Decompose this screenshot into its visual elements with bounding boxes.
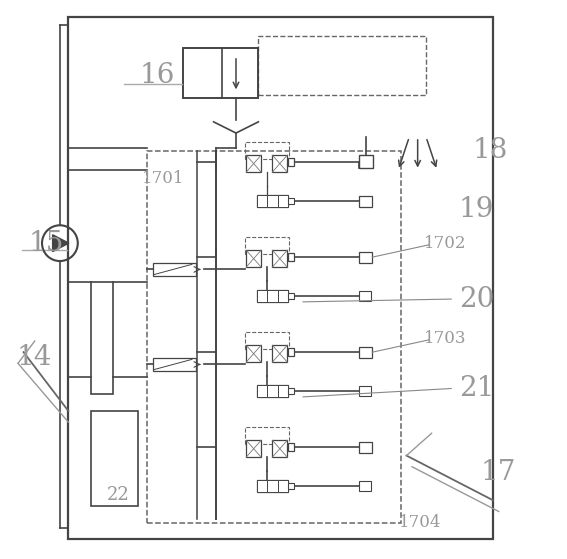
Bar — [288, 388, 294, 395]
Bar — [257, 195, 267, 207]
Bar — [272, 440, 287, 457]
Bar — [257, 386, 288, 397]
Polygon shape — [53, 235, 69, 252]
Bar — [359, 291, 371, 301]
Bar — [257, 195, 288, 207]
Bar — [244, 332, 289, 349]
Bar — [277, 195, 288, 207]
Bar — [246, 250, 261, 267]
Bar — [288, 293, 294, 300]
Text: 1702: 1702 — [424, 235, 467, 252]
Bar — [277, 480, 288, 492]
Bar — [288, 253, 294, 261]
Bar — [257, 291, 288, 302]
Bar — [272, 345, 287, 362]
Bar — [146, 151, 401, 523]
Bar — [244, 142, 289, 159]
Bar — [267, 291, 277, 302]
Bar — [244, 427, 289, 444]
Bar — [267, 480, 277, 492]
Bar — [272, 155, 287, 172]
Bar — [257, 480, 267, 492]
Text: 18: 18 — [473, 138, 508, 164]
Bar — [359, 481, 371, 491]
Bar — [257, 291, 267, 302]
Bar — [267, 195, 277, 207]
Bar — [259, 36, 426, 95]
Text: 21: 21 — [459, 375, 494, 402]
Bar — [246, 345, 261, 362]
Bar — [288, 158, 294, 166]
Bar — [359, 155, 374, 168]
Bar — [359, 252, 373, 263]
Bar — [246, 155, 261, 172]
Bar — [244, 237, 289, 254]
Bar — [257, 386, 267, 397]
Bar — [272, 250, 287, 267]
Text: 1704: 1704 — [399, 514, 442, 531]
Bar — [153, 263, 196, 276]
Bar — [246, 440, 261, 457]
Bar — [91, 411, 138, 506]
Bar — [288, 198, 294, 205]
Text: 19: 19 — [459, 196, 494, 223]
Text: 17: 17 — [481, 459, 517, 486]
Bar — [257, 480, 288, 492]
Text: 22: 22 — [107, 486, 130, 504]
Text: 14: 14 — [17, 344, 52, 371]
Bar — [359, 196, 373, 207]
Text: 16: 16 — [140, 62, 175, 89]
Bar — [277, 386, 288, 397]
Bar — [267, 386, 277, 397]
Bar — [288, 483, 294, 490]
Bar — [183, 48, 259, 98]
Bar — [277, 291, 288, 302]
Bar — [359, 442, 373, 453]
Bar — [359, 347, 373, 358]
Bar — [288, 348, 294, 356]
Bar — [68, 17, 493, 539]
Bar — [359, 386, 371, 396]
Text: 20: 20 — [459, 286, 494, 312]
Bar — [153, 358, 196, 371]
Text: 1701: 1701 — [142, 170, 185, 187]
Bar — [91, 282, 113, 394]
Text: 1703: 1703 — [424, 330, 467, 347]
Bar — [288, 443, 294, 451]
Text: 15: 15 — [28, 230, 64, 257]
